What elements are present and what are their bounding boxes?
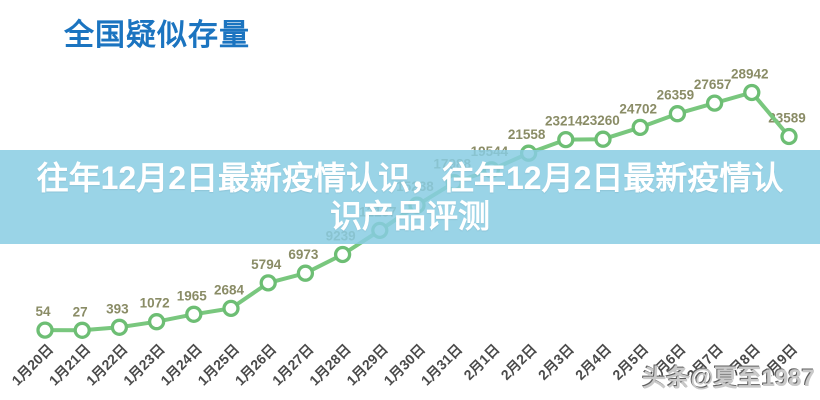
data-point (705, 94, 724, 112)
headline-banner: 往年12月2日最新疫情认识，往年12月2日最新疫情认 识产品评测 (0, 150, 820, 244)
data-point (259, 274, 277, 292)
value-label: 1965 (177, 288, 208, 303)
watermark: 头条@夏至1987 (642, 365, 815, 392)
data-point (185, 305, 203, 323)
data-point (36, 321, 54, 339)
value-label: 6973 (288, 247, 319, 262)
data-point (110, 318, 129, 336)
x-axis-label: 2月2日 (498, 341, 540, 383)
x-axis-label: 1月31日 (418, 341, 466, 389)
data-point (780, 127, 798, 146)
x-axis-label: 2月4日 (572, 341, 614, 383)
data-point (631, 118, 649, 137)
value-label: 28942 (731, 67, 769, 82)
data-point (147, 313, 166, 331)
value-label: 23214 (545, 114, 583, 129)
value-label: 24702 (619, 101, 657, 116)
x-axis-label: 2月3日 (535, 341, 577, 383)
data-point (333, 245, 352, 264)
data-point (743, 83, 761, 102)
value-label: 27 (73, 304, 88, 319)
x-axis-label: 2月1日 (460, 341, 502, 383)
value-label: 27657 (694, 77, 732, 92)
value-label: 2684 (214, 282, 245, 297)
value-label: 5794 (251, 257, 282, 272)
value-label: 54 (35, 304, 51, 319)
data-point (296, 264, 315, 282)
value-label: 1072 (140, 296, 170, 311)
data-point (557, 130, 575, 149)
headline-line1: 往年12月2日最新疫情认识，往年12月2日最新疫情认 (36, 160, 784, 196)
headline-line2: 识产品评测 (329, 198, 490, 234)
data-point (594, 130, 612, 148)
value-label: 26359 (657, 88, 695, 103)
data-point (73, 321, 91, 339)
value-label: 393 (106, 301, 129, 316)
data-point (668, 105, 687, 123)
value-label: 21558 (508, 127, 546, 142)
page-title: 全国疑似存量 (64, 19, 250, 52)
value-label: 23260 (582, 113, 620, 128)
data-point (222, 299, 240, 318)
